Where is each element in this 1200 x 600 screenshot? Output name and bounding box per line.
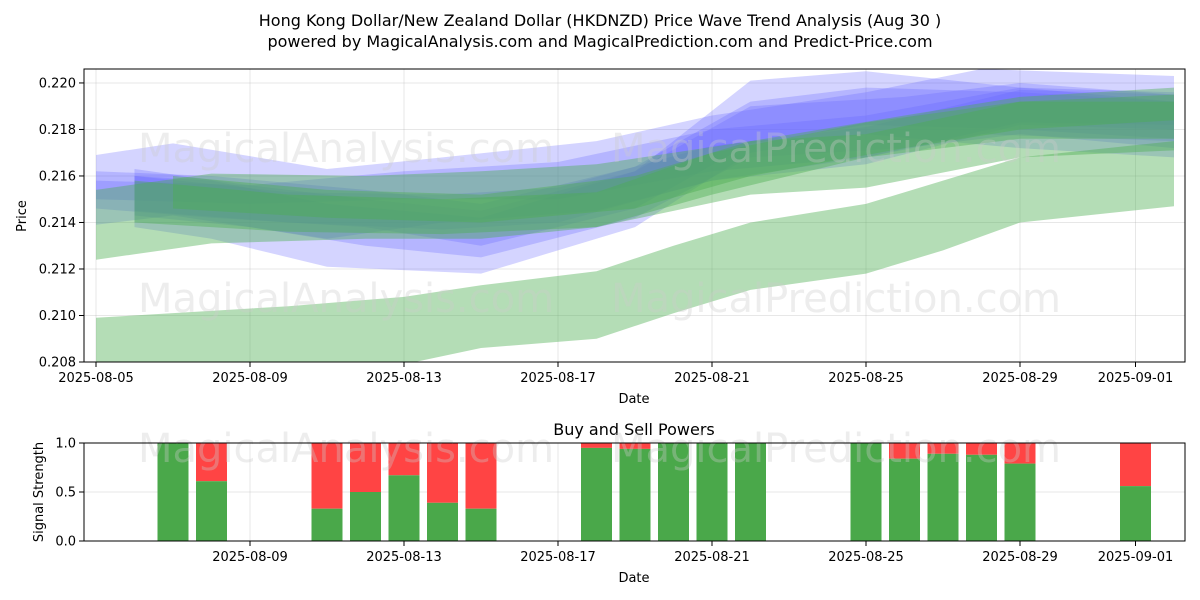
signal-x-tick-label: 2025-08-17 [520,550,596,565]
signal-x-tick-label: 2025-08-13 [366,550,442,565]
sell-bar [1004,443,1036,464]
price-bands [96,69,1174,362]
main-y-tick-label: 0.212 [39,262,76,277]
main-y-tick-label: 0.208 [39,356,76,371]
green-wave-band-6 [96,94,1174,260]
watermark-analysis-top: MagicalAnalysis.com [138,126,554,172]
signal-y-tick-label: 1.0 [55,437,76,452]
buy-bar [157,443,189,541]
main-y-tick-label: 0.210 [39,309,76,324]
signal-x-axis-label: Date [618,571,649,586]
blue-wave-band-5 [96,87,1174,204]
main-x-tick-label: 2025-09-01 [1098,371,1174,386]
buy-bar [966,454,997,541]
buy-bar [889,458,920,541]
signal-chart-title: Buy and Sell Powers [553,420,715,439]
main-y-tick-label: 0.214 [39,216,76,231]
sell-bar [427,443,458,503]
watermark-analysis-mid: MagicalAnalysis.com [138,276,554,322]
sell-bar [465,443,497,509]
signal-x-ticks: 2025-08-09 2025-08-13 2025-08-17 2025-08-21… [212,541,1173,565]
sell-bar [1120,443,1151,487]
blue-wave-band-2 [134,83,1174,258]
main-x-tick-label: 2025-08-13 [366,371,442,386]
main-y-tick-label: 0.218 [39,123,76,138]
buy-bar [388,475,420,541]
signal-y-axis-label: Signal Strength [32,442,47,542]
buy-bar [1004,463,1036,541]
main-x-tick-label: 2025-08-09 [212,371,288,386]
buy-bar [465,508,497,541]
signal-x-tick-label: 2025-08-25 [828,550,904,565]
main-x-tick-label: 2025-08-17 [520,371,596,386]
chart-title-line2: powered by MagicalAnalysis.com and Magic… [267,32,932,51]
main-x-tick-label: 2025-08-05 [58,371,134,386]
signal-y-tick-label: 0.0 [55,535,76,550]
buy-bar [311,508,343,541]
signal-bars [157,443,1151,541]
signal-x-tick-label: 2025-08-21 [674,550,750,565]
blue-wave-band-0 [96,69,1174,239]
sell-bar [966,443,997,455]
main-y-ticks: 0.208 0.210 0.212 0.214 0.216 0.218 0.220 [39,76,84,371]
buy-bar [1120,486,1151,541]
main-y-tick-label: 0.216 [39,169,76,184]
sell-bar [581,443,612,448]
main-watermarks: MagicalAnalysis.com MagicalPrediction.co… [138,126,1061,322]
watermark-prediction-bottom: MagicalPrediction.com [611,426,1061,472]
green-wave-band-9 [173,87,1174,223]
main-x-axis-label: Date [618,392,649,407]
main-x-tick-label: 2025-08-29 [982,371,1058,386]
signal-x-tick-label: 2025-09-01 [1098,550,1174,565]
buy-bar [927,453,959,541]
main-plot-frame [83,68,1186,363]
main-x-tick-label: 2025-08-25 [828,371,904,386]
main-x-tick-label: 2025-08-21 [674,371,750,386]
price-bands-clip [96,69,1174,362]
chart-title-line1: Hong Kong Dollar/New Zealand Dollar (HKD… [259,11,941,30]
watermark-prediction-top: MagicalPrediction.com [611,126,1061,172]
sell-bar [927,443,959,454]
buy-bar [350,492,381,541]
main-y-axis-label: Price [15,200,30,232]
main-grid [84,69,1185,363]
sell-bar [350,443,381,492]
sell-bar [311,443,343,509]
main-x-ticks: 2025-08-05 2025-08-09 2025-08-13 2025-08-17… [58,362,1173,386]
signal-watermarks: MagicalAnalysis.com MagicalPrediction.co… [138,426,1061,472]
watermark-analysis-bottom: MagicalAnalysis.com [138,426,554,472]
signal-y-tick-label: 0.5 [55,486,76,501]
main-y-tick-label: 0.220 [39,76,76,91]
sell-bar [889,443,920,459]
signal-x-tick-label: 2025-08-29 [982,550,1058,565]
sell-bar [196,443,227,482]
buy-bar [619,448,651,541]
blue-wave-band-1 [134,71,1174,274]
watermark-prediction-mid: MagicalPrediction.com [611,276,1061,322]
buy-bar [581,447,612,541]
buy-bar [658,443,689,541]
green-wave-band-7 [96,141,1174,362]
buy-bar [850,443,882,541]
buy-bar [696,443,728,541]
blue-wave-band-3 [96,87,1174,246]
sell-bar [619,443,651,449]
green-wave-band-8 [134,101,1174,235]
signal-y-ticks: 0.0 0.5 1.0 [55,437,84,550]
buy-bar [196,481,227,541]
buy-bar [735,443,766,541]
buy-bar [427,502,458,541]
signal-x-tick-label: 2025-08-09 [212,550,288,565]
blue-wave-band-4 [134,89,1174,230]
sell-bar [388,443,420,476]
